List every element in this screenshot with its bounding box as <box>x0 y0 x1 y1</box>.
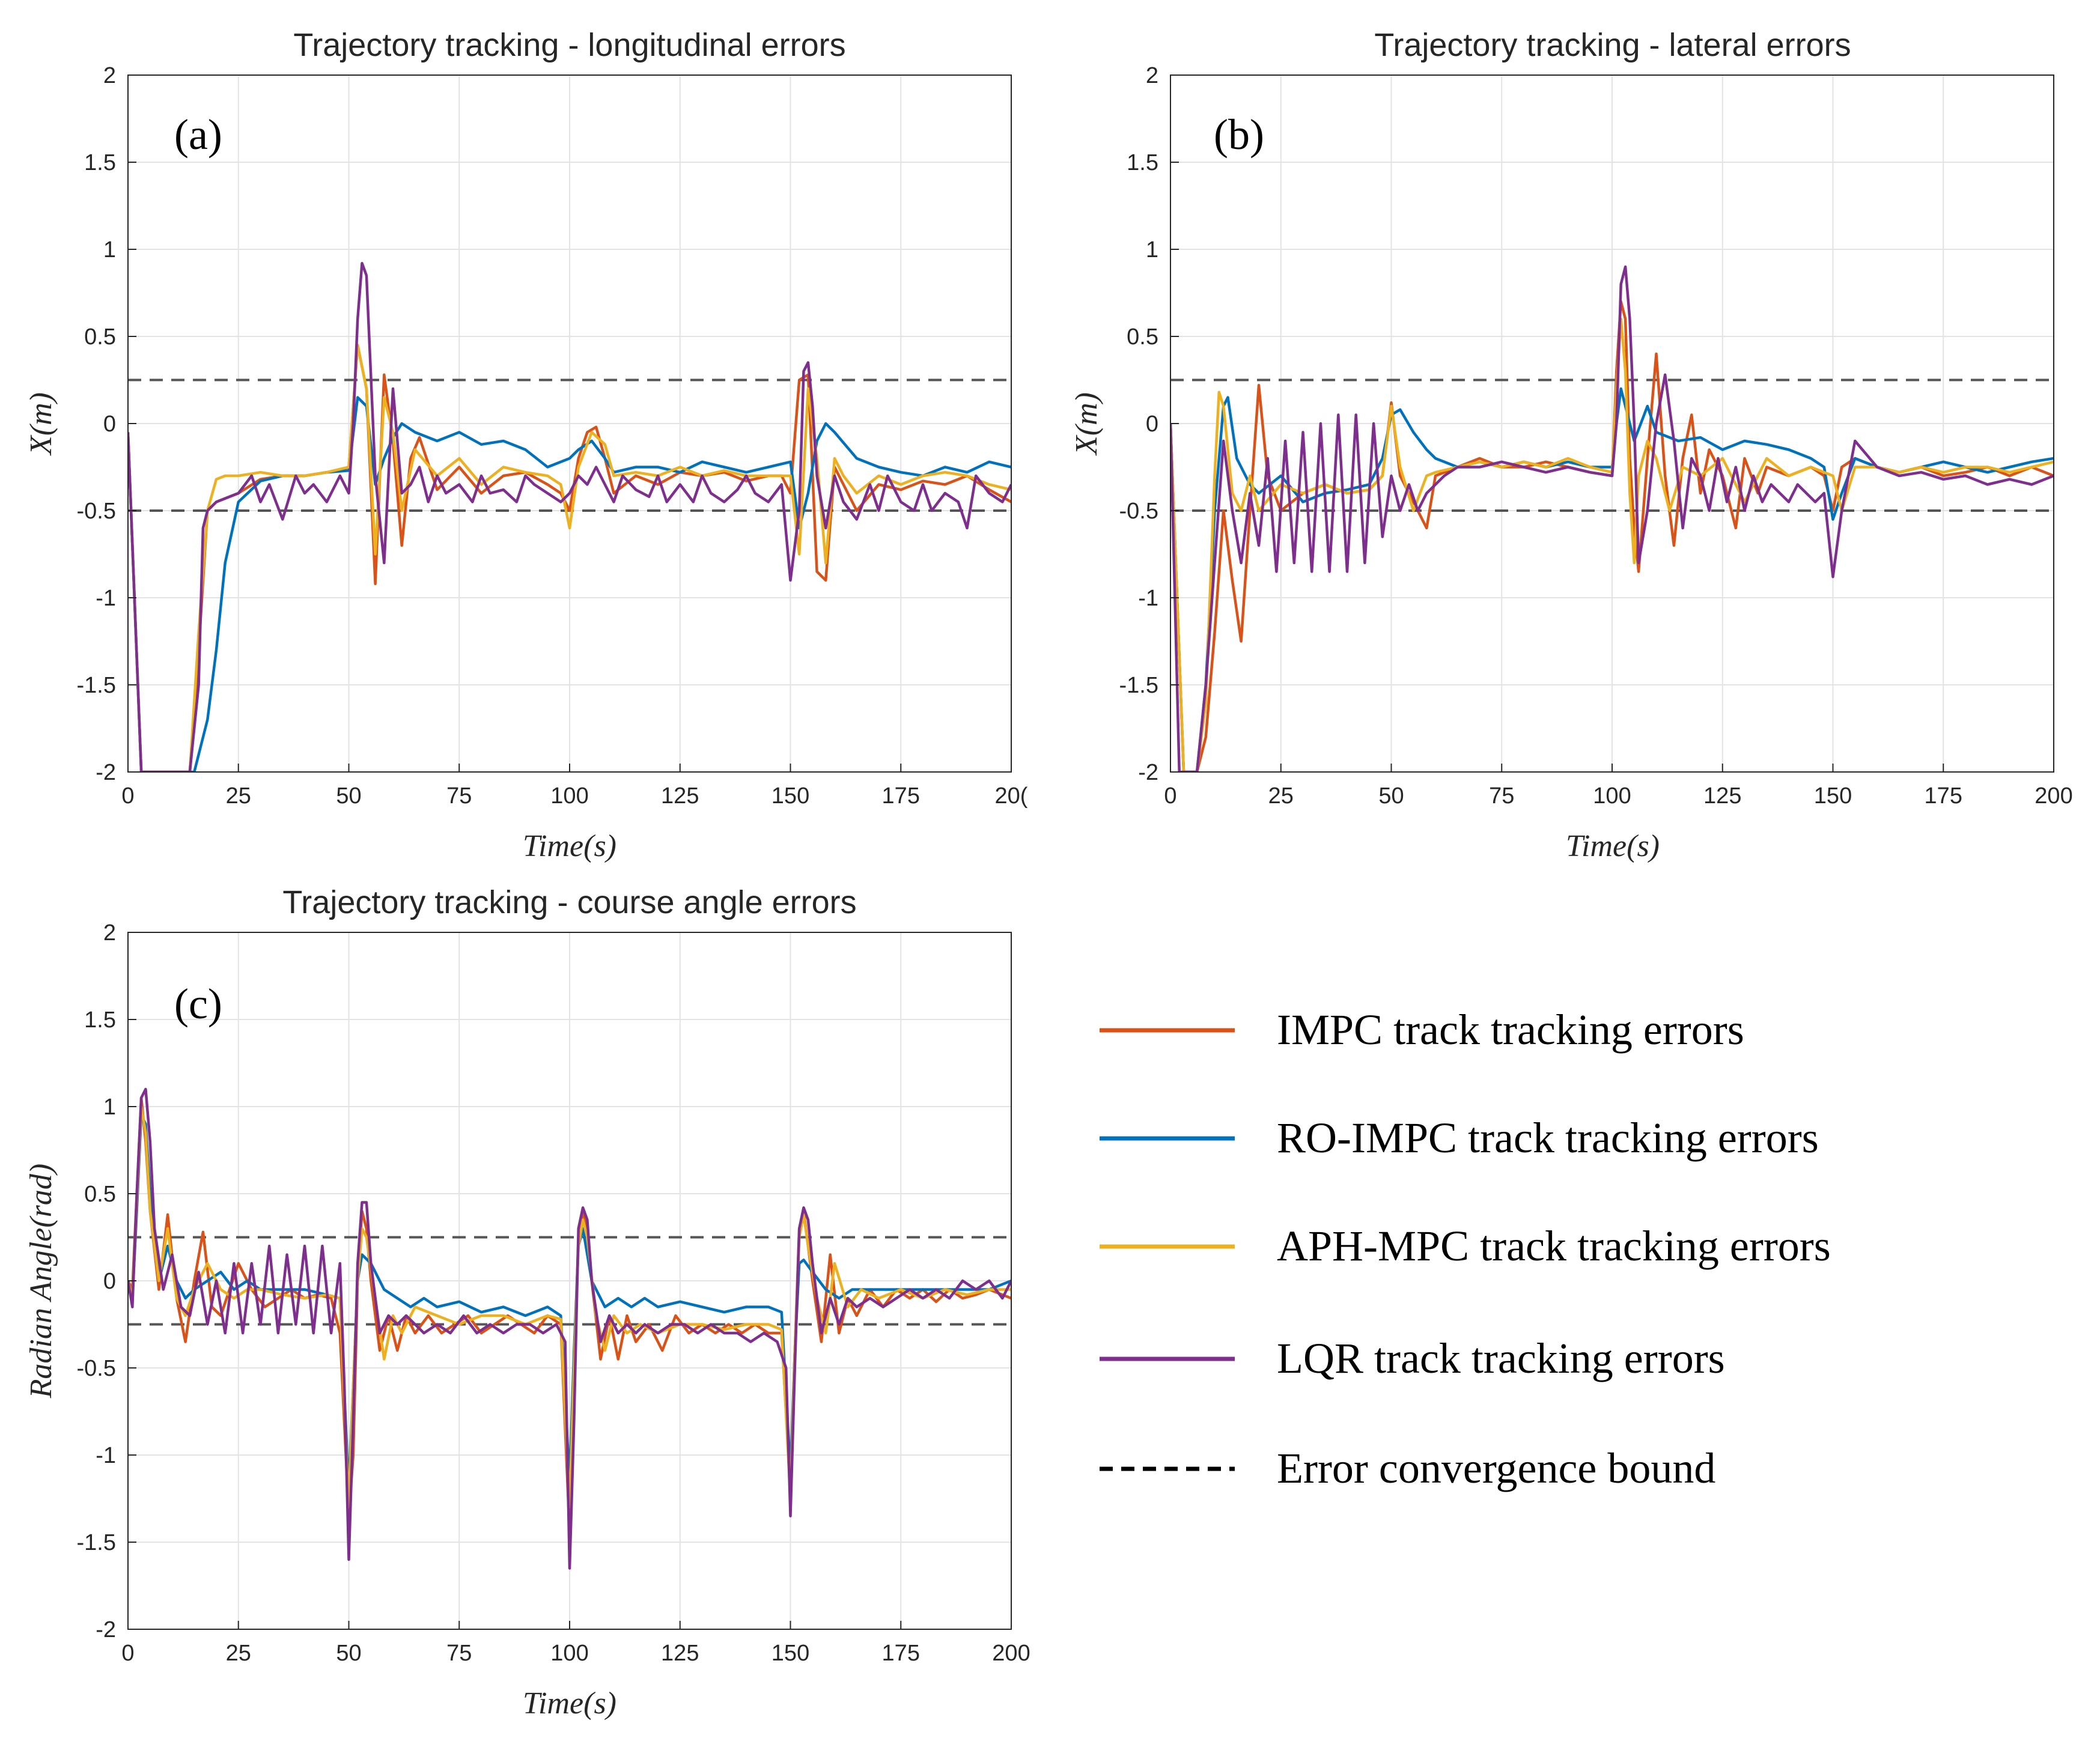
chart-title: Trajectory tracking - longitudinal error… <box>293 27 845 63</box>
legend-label: RO-IMPC track tracking errors <box>1277 1114 1819 1162</box>
x-tick-label: 125 <box>661 1641 699 1666</box>
x-tick-label: 175 <box>882 783 920 809</box>
x-tick-label: 50 <box>336 1641 361 1666</box>
x-tick-label: 150 <box>772 1641 809 1666</box>
x-tick-label: 0 <box>121 783 134 809</box>
x-tick-label: 200 <box>2035 783 2072 809</box>
x-axis-label: Time(s) <box>1566 829 1660 863</box>
y-tick-label: 2 <box>1146 63 1158 88</box>
y-tick-label: -0.5 <box>77 1356 116 1381</box>
x-tick-label: 150 <box>1814 783 1852 809</box>
legend-label: IMPC track tracking errors <box>1277 1006 1744 1054</box>
y-tick-label: 0 <box>1146 412 1158 437</box>
y-tick-label: -0.5 <box>1119 499 1158 524</box>
y-tick-label: 1.5 <box>84 1007 116 1033</box>
x-axis-label: Time(s) <box>523 1686 616 1721</box>
x-tick-label: 50 <box>1378 783 1404 809</box>
x-tick-label: 175 <box>1925 783 1962 809</box>
y-tick-label: 1.5 <box>84 150 116 175</box>
y-tick-label: 0 <box>103 1269 116 1294</box>
y-tick-label: 0.5 <box>84 1182 116 1207</box>
x-tick-label: 75 <box>446 1641 472 1666</box>
x-tick-label: 0 <box>121 1641 134 1666</box>
series-line-ro-impc <box>128 396 1011 772</box>
x-tick-label: 100 <box>550 1641 588 1666</box>
legend-item-aph-mpc: APH-MPC track tracking errors <box>1100 1222 1831 1270</box>
y-tick-label: -2 <box>96 760 116 785</box>
panel-longitudinal-errors: Trajectory tracking - longitudinal error… <box>24 27 1028 863</box>
y-tick-label: 1.5 <box>1127 150 1158 175</box>
y-tick-label: -1.5 <box>77 1530 116 1555</box>
legend-label: LQR track tracking errors <box>1277 1334 1725 1382</box>
y-tick-label: 1 <box>103 237 116 263</box>
y-axis-label: Radian Angle(rad) <box>24 1164 58 1399</box>
y-tick-label: 0.5 <box>1127 324 1158 350</box>
x-tick-label: 25 <box>1268 783 1294 809</box>
series-line-lqr <box>128 261 1011 772</box>
x-tick-label: 75 <box>1489 783 1514 809</box>
y-tick-label: -0.5 <box>77 499 116 524</box>
x-tick-label: 0 <box>1164 783 1176 809</box>
y-tick-label: -1 <box>96 1443 116 1468</box>
panel-course-angle-errors: Trajectory tracking - course angle error… <box>24 884 1030 1721</box>
x-axis-label: Time(s) <box>523 829 616 863</box>
y-axis-label: X(m) <box>24 392 58 456</box>
legend: IMPC track tracking errors RO-IMPC track… <box>1100 1006 1831 1492</box>
legend-label: APH-MPC track tracking errors <box>1277 1222 1831 1270</box>
y-tick-label: 2 <box>103 920 116 946</box>
y-tick-label: 1 <box>103 1095 116 1120</box>
y-tick-label: -1.5 <box>77 673 116 698</box>
x-tick-label: 50 <box>336 783 361 809</box>
y-tick-label: 0.5 <box>84 324 116 350</box>
y-tick-label: 0 <box>103 412 116 437</box>
panel-label: (b) <box>1214 111 1264 159</box>
legend-item-impc: IMPC track tracking errors <box>1100 1006 1744 1054</box>
panel-label: (c) <box>174 980 222 1028</box>
x-tick-label: 100 <box>550 783 588 809</box>
y-axis-label: X(m) <box>1070 392 1104 456</box>
x-tick-label: 125 <box>661 783 699 809</box>
y-tick-label: -1 <box>1138 586 1158 611</box>
x-tick-label: 75 <box>446 783 472 809</box>
y-tick-label: 1 <box>1146 237 1158 263</box>
x-tick-label: 150 <box>772 783 809 809</box>
series-line-aph-mpc <box>1170 317 2054 772</box>
legend-label: Error convergence bound <box>1277 1444 1715 1492</box>
y-tick-label: -2 <box>1138 760 1158 785</box>
y-tick-label: -1.5 <box>1119 673 1158 698</box>
legend-item-ro-impc: RO-IMPC track tracking errors <box>1100 1114 1819 1162</box>
x-tick-label: 100 <box>1593 783 1631 809</box>
panel-label: (a) <box>174 111 222 159</box>
x-tick-label: 125 <box>1703 783 1741 809</box>
y-tick-label: -2 <box>96 1617 116 1642</box>
y-tick-label: 2 <box>103 63 116 88</box>
legend-item-bound: Error convergence bound <box>1100 1444 1715 1492</box>
x-tick-label: 25 <box>226 783 251 809</box>
panel-lateral-errors: Trajectory tracking - lateral errors 0 25… <box>1070 27 2073 863</box>
series-line-aph-mpc <box>128 344 1011 772</box>
x-tick-label: 20( <box>995 783 1028 809</box>
chart-title: Trajectory tracking - course angle error… <box>282 884 856 920</box>
x-tick-label: 175 <box>882 1641 920 1666</box>
x-tick-label: 200 <box>992 1641 1030 1666</box>
x-tick-label: 25 <box>226 1641 251 1666</box>
series-line-lqr <box>1170 265 2054 772</box>
chart-title: Trajectory tracking - lateral errors <box>1374 27 1851 63</box>
legend-item-lqr: LQR track tracking errors <box>1100 1334 1725 1382</box>
y-tick-label: -1 <box>96 586 116 611</box>
series-line-lqr <box>128 1087 1011 1570</box>
